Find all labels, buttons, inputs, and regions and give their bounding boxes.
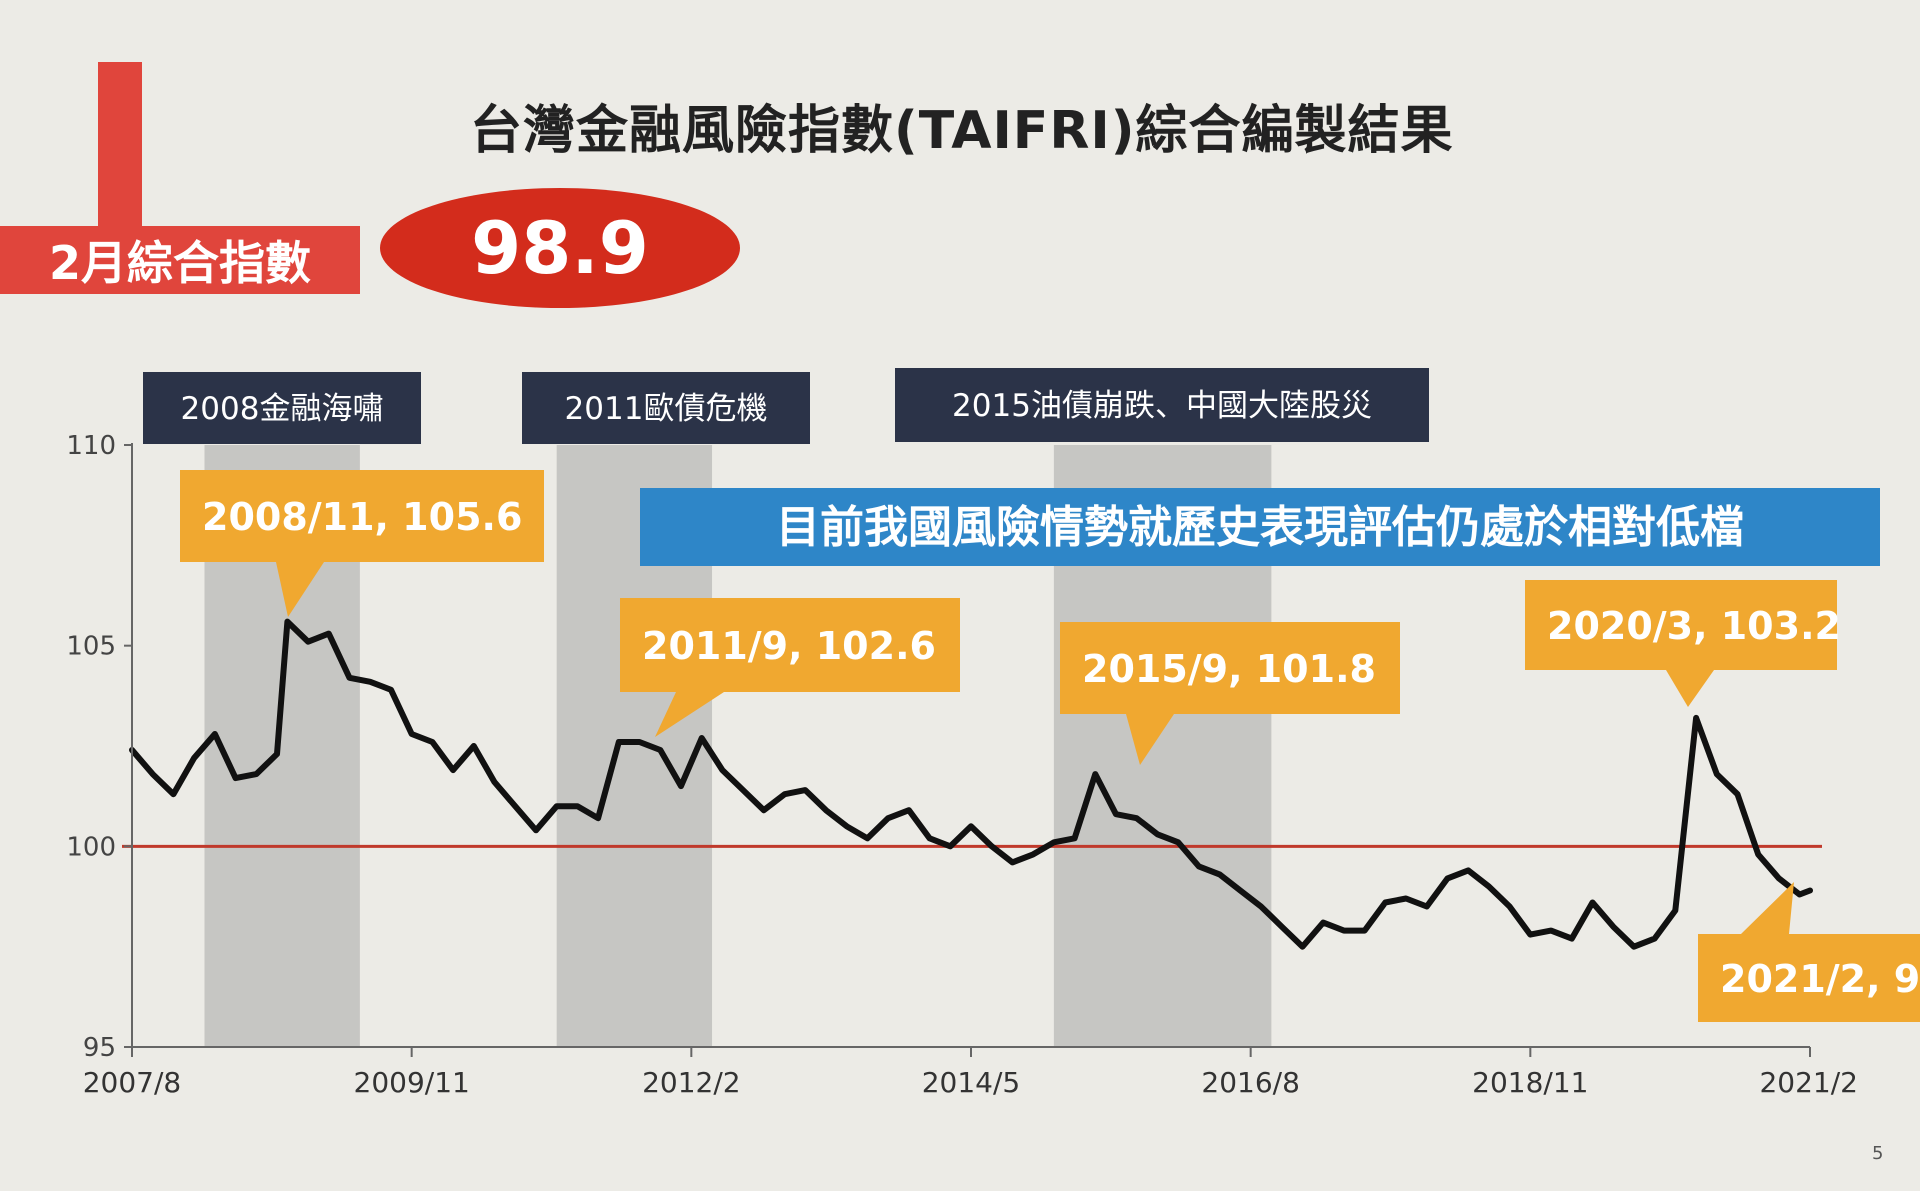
- x-tick-label: 2016/8: [1201, 1066, 1300, 1099]
- event-label: 2015油債崩跌、中國大陸股災: [952, 388, 1372, 424]
- callout-box: [620, 598, 960, 692]
- callout-label: 2015/9, 101.8: [1082, 647, 1376, 691]
- x-tick-label: 2021/2: [1759, 1066, 1858, 1099]
- event-label-box: [895, 368, 1429, 442]
- event-label: 2008金融海嘯: [181, 391, 384, 427]
- event-label: 2011歐債危機: [565, 391, 768, 427]
- y-tick-label: 110: [66, 431, 116, 461]
- x-tick-label: 2009/11: [354, 1066, 470, 1099]
- x-tick-label: 2014/5: [922, 1066, 1021, 1099]
- event-label-box: [522, 372, 810, 444]
- callout-pointer: [655, 692, 724, 737]
- page-number: 5: [1872, 1143, 1884, 1164]
- callout-box: [1060, 622, 1400, 714]
- callout-box: [1698, 934, 1920, 1022]
- callout-label: 2008/11, 105.6: [202, 495, 522, 539]
- index-value-badge: 98.9: [380, 188, 740, 308]
- callout-pointer: [1126, 714, 1174, 765]
- y-tick-label: 95: [83, 1033, 116, 1063]
- callout-pointer: [1666, 670, 1714, 707]
- page-title: 台灣金融風險指數(TAIFRI)綜合編製結果: [470, 101, 1454, 161]
- callout-box: [180, 470, 544, 562]
- x-tick-label: 2018/11: [1472, 1066, 1588, 1099]
- callout-pointer: [1741, 882, 1794, 934]
- index-label: 2月綜合指數: [0, 226, 360, 294]
- callout-label: 2020/3, 103.2: [1547, 604, 1841, 648]
- callout-box: [1525, 580, 1837, 670]
- callout-label: 2021/2, 98.: [1720, 957, 1920, 1001]
- x-tick-label: 2012/2: [642, 1066, 741, 1099]
- y-tick-label: 105: [66, 632, 116, 662]
- assessment-banner-text: 目前我國風險情勢就歷史表現評估仍處於相對低檔: [776, 502, 1744, 553]
- callout-pointer: [276, 562, 324, 617]
- x-tick-label: 2007/8: [83, 1066, 182, 1099]
- event-label-box: [143, 372, 421, 444]
- accent-bar: [98, 62, 142, 226]
- y-tick-label: 100: [66, 832, 116, 862]
- series-line: [129, 618, 1813, 950]
- assessment-banner: [640, 488, 1880, 566]
- callout-label: 2011/9, 102.6: [642, 624, 936, 668]
